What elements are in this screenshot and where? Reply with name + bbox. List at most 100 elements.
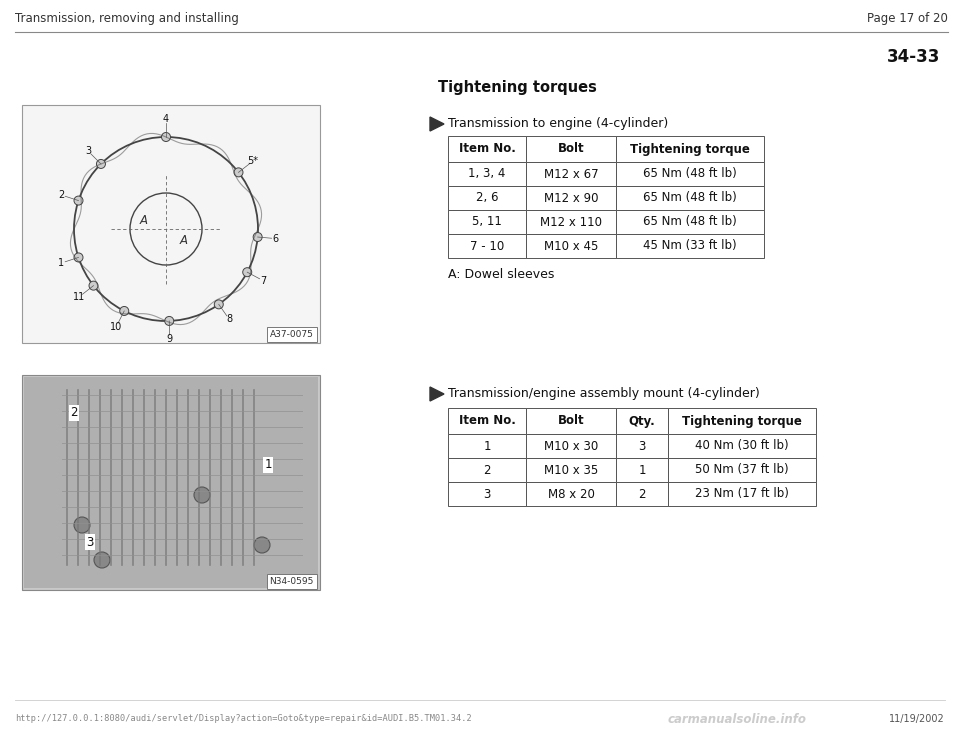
Bar: [526, 434, 616, 458]
Text: 65 Nm (48 ft lb): 65 Nm (48 ft lb): [643, 215, 737, 229]
Bar: [526, 458, 616, 482]
Bar: [24, 377, 318, 588]
Bar: [448, 458, 526, 482]
Circle shape: [253, 232, 262, 241]
Bar: [526, 162, 616, 186]
Bar: [616, 482, 668, 506]
Circle shape: [94, 552, 110, 568]
Text: 10: 10: [110, 322, 122, 332]
Text: 65 Nm (48 ft lb): 65 Nm (48 ft lb): [643, 168, 737, 180]
Text: 6: 6: [273, 234, 278, 243]
Circle shape: [161, 133, 171, 142]
Circle shape: [96, 160, 106, 168]
Text: M12 x 67: M12 x 67: [543, 168, 598, 180]
Text: A: A: [180, 234, 188, 248]
Text: A37-0075: A37-0075: [270, 330, 314, 339]
Text: Item No.: Item No.: [459, 415, 516, 427]
Circle shape: [89, 281, 98, 290]
Polygon shape: [430, 117, 444, 131]
Text: 8: 8: [226, 314, 232, 324]
Bar: [668, 408, 816, 434]
Bar: [448, 434, 526, 458]
Circle shape: [165, 316, 174, 326]
Text: 2: 2: [483, 464, 491, 476]
Bar: [448, 136, 526, 162]
Text: A: Dowel sleeves: A: Dowel sleeves: [448, 268, 554, 281]
Text: M8 x 20: M8 x 20: [547, 487, 594, 501]
Text: Bolt: Bolt: [558, 415, 585, 427]
Text: Transmission, removing and installing: Transmission, removing and installing: [15, 12, 239, 25]
Polygon shape: [430, 387, 444, 401]
Bar: [668, 458, 816, 482]
Text: 40 Nm (30 ft lb): 40 Nm (30 ft lb): [695, 439, 789, 453]
Bar: [526, 234, 616, 258]
Text: 1: 1: [264, 459, 272, 471]
Text: http://127.0.0.1:8080/audi/servlet/Display?action=Goto&type=repair&id=AUDI.B5.TM: http://127.0.0.1:8080/audi/servlet/Displ…: [15, 714, 471, 723]
Text: N34-0595: N34-0595: [270, 577, 314, 586]
Circle shape: [74, 253, 83, 262]
Bar: [616, 434, 668, 458]
Bar: [616, 136, 764, 162]
Text: 34-33: 34-33: [887, 48, 940, 66]
Bar: [448, 482, 526, 506]
Text: 2: 2: [638, 487, 646, 501]
Text: carmanualsoline.info: carmanualsoline.info: [668, 713, 807, 726]
Circle shape: [74, 196, 83, 205]
Circle shape: [243, 268, 252, 277]
Text: 3: 3: [85, 146, 91, 157]
Text: Qty.: Qty.: [629, 415, 656, 427]
Circle shape: [214, 300, 224, 309]
Bar: [616, 162, 764, 186]
Bar: [448, 210, 526, 234]
Text: 2: 2: [70, 407, 78, 419]
Text: Bolt: Bolt: [558, 142, 585, 156]
Text: M10 x 30: M10 x 30: [544, 439, 598, 453]
Text: 1, 3, 4: 1, 3, 4: [468, 168, 506, 180]
Bar: [526, 210, 616, 234]
Bar: [22, 105, 320, 343]
Bar: [526, 136, 616, 162]
Text: 11/19/2002: 11/19/2002: [889, 714, 945, 724]
Bar: [448, 234, 526, 258]
Text: Tightening torque: Tightening torque: [630, 142, 750, 156]
Bar: [448, 408, 526, 434]
Text: 50 Nm (37 ft lb): 50 Nm (37 ft lb): [695, 464, 789, 476]
Bar: [526, 408, 616, 434]
Text: 45 Nm (33 ft lb): 45 Nm (33 ft lb): [643, 240, 737, 252]
Text: 5*: 5*: [247, 157, 258, 166]
Text: 2, 6: 2, 6: [476, 191, 498, 205]
Bar: [526, 186, 616, 210]
Bar: [616, 234, 764, 258]
Text: 11: 11: [73, 292, 85, 302]
Text: 3: 3: [86, 536, 94, 548]
Text: 9: 9: [167, 334, 173, 344]
Bar: [668, 434, 816, 458]
Text: Tightening torque: Tightening torque: [682, 415, 802, 427]
Text: 2: 2: [59, 190, 64, 200]
Bar: [448, 186, 526, 210]
Text: 23 Nm (17 ft lb): 23 Nm (17 ft lb): [695, 487, 789, 501]
Text: M10 x 45: M10 x 45: [543, 240, 598, 252]
Text: 4: 4: [163, 114, 169, 124]
Circle shape: [120, 306, 129, 315]
Text: 5, 11: 5, 11: [472, 215, 502, 229]
Text: Transmission to engine (4-cylinder): Transmission to engine (4-cylinder): [448, 117, 668, 131]
Text: Item No.: Item No.: [459, 142, 516, 156]
Circle shape: [254, 537, 270, 553]
Bar: [668, 482, 816, 506]
Text: 7: 7: [260, 275, 266, 286]
Bar: [616, 186, 764, 210]
Text: M12 x 110: M12 x 110: [540, 215, 602, 229]
Text: 1: 1: [59, 258, 64, 268]
Circle shape: [74, 517, 90, 533]
Text: Page 17 of 20: Page 17 of 20: [867, 12, 948, 25]
Bar: [448, 162, 526, 186]
Bar: [526, 482, 616, 506]
Circle shape: [234, 168, 243, 177]
Text: Tightening torques: Tightening torques: [438, 80, 597, 95]
Text: M10 x 35: M10 x 35: [544, 464, 598, 476]
Text: 3: 3: [483, 487, 491, 501]
Text: 1: 1: [483, 439, 491, 453]
Text: M12 x 90: M12 x 90: [543, 191, 598, 205]
Bar: [616, 210, 764, 234]
